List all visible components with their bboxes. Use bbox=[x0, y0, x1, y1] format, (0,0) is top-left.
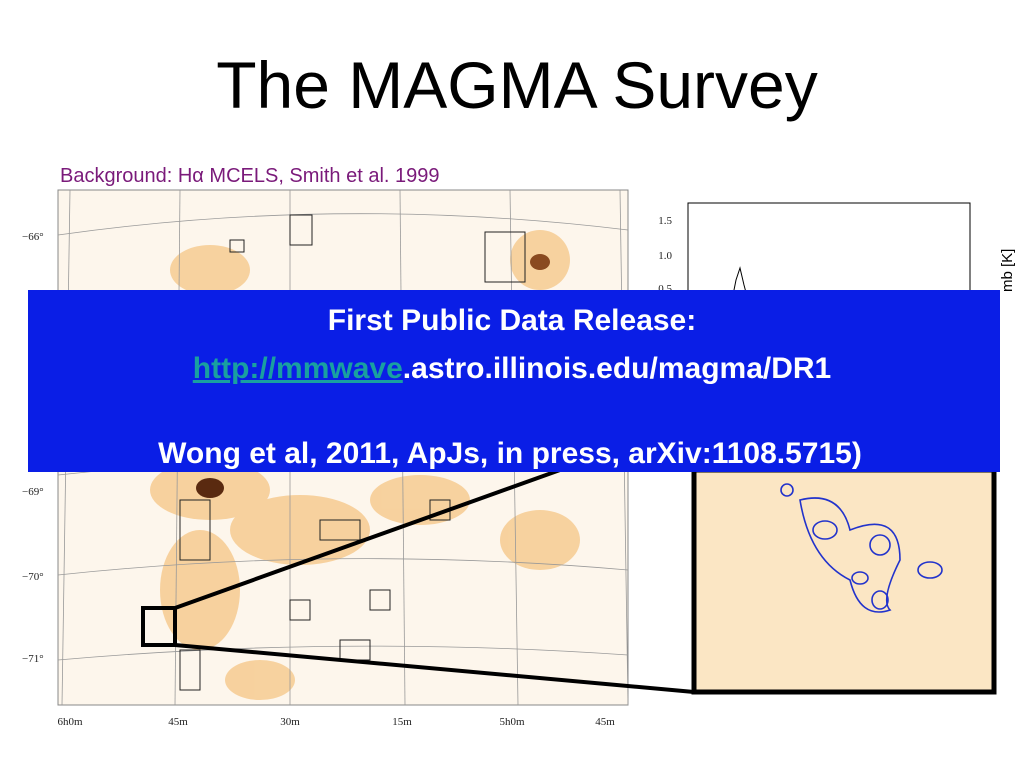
slide-title: The MAGMA Survey bbox=[216, 48, 818, 122]
banner-heading: First Public Data Release: bbox=[328, 304, 696, 337]
y-label: 1.0 bbox=[658, 250, 672, 262]
ra-label: 45m bbox=[595, 716, 615, 728]
subtitle: Background: Hα MCELS, Smith et al. 1999 bbox=[60, 165, 440, 187]
banner-url: http://mmwave.astro.illinois.edu/magma/D… bbox=[193, 352, 831, 385]
ra-label: 6h0m bbox=[57, 716, 83, 728]
dec-label: −66° bbox=[22, 231, 44, 243]
banner: First Public Data Release: http://mmwave… bbox=[28, 290, 1000, 472]
zoom-panel bbox=[174, 467, 997, 695]
ra-label: 30m bbox=[280, 716, 300, 728]
dec-label: −69° bbox=[22, 486, 44, 498]
dec-label: −71° bbox=[22, 653, 44, 665]
url-rest: .astro.illinois.edu/magma/DR1 bbox=[403, 352, 831, 385]
link[interactable]: http://mmwave bbox=[193, 352, 403, 385]
ra-label: 5h0m bbox=[499, 716, 525, 728]
dec-label: −70° bbox=[22, 571, 44, 583]
spectrum: 1.5 1.0 0.5 mb [K] bbox=[658, 202, 1016, 304]
ra-label: 15m bbox=[392, 716, 412, 728]
citation: Wong et al, 2011, ApJs, in press, arXiv:… bbox=[158, 437, 862, 470]
ra-label: 45m bbox=[168, 716, 188, 728]
axis-label: mb [K] bbox=[999, 249, 1016, 292]
y-label: 1.5 bbox=[658, 215, 672, 227]
